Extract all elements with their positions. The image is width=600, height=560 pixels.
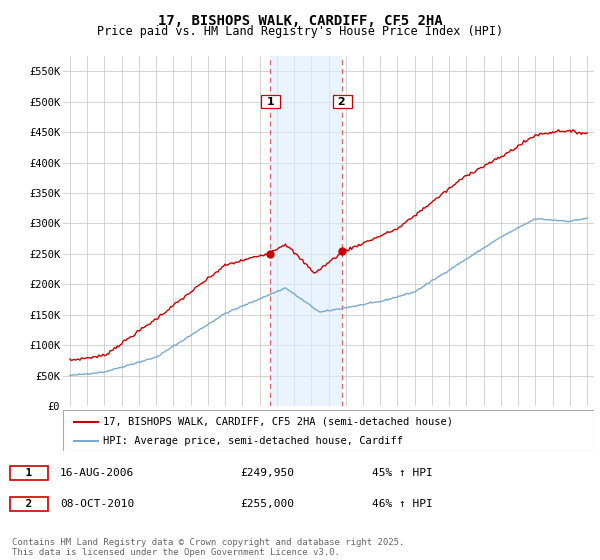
Text: £255,000: £255,000: [240, 499, 294, 509]
Text: £249,950: £249,950: [240, 468, 294, 478]
Text: HPI: Average price, semi-detached house, Cardiff: HPI: Average price, semi-detached house,…: [103, 436, 403, 446]
Text: 2: 2: [334, 97, 350, 106]
Text: 45% ↑ HPI: 45% ↑ HPI: [372, 468, 433, 478]
Text: 2: 2: [12, 499, 46, 509]
Text: 17, BISHOPS WALK, CARDIFF, CF5 2HA: 17, BISHOPS WALK, CARDIFF, CF5 2HA: [158, 14, 442, 28]
Text: 16-AUG-2006: 16-AUG-2006: [60, 468, 134, 478]
Text: Contains HM Land Registry data © Crown copyright and database right 2025.
This d: Contains HM Land Registry data © Crown c…: [12, 538, 404, 557]
Text: 17, BISHOPS WALK, CARDIFF, CF5 2HA (semi-detached house): 17, BISHOPS WALK, CARDIFF, CF5 2HA (semi…: [103, 417, 453, 427]
Text: 46% ↑ HPI: 46% ↑ HPI: [372, 499, 433, 509]
Text: 1: 1: [263, 97, 278, 106]
Text: 08-OCT-2010: 08-OCT-2010: [60, 499, 134, 509]
Text: Price paid vs. HM Land Registry's House Price Index (HPI): Price paid vs. HM Land Registry's House …: [97, 25, 503, 38]
Text: 1: 1: [12, 468, 46, 478]
Bar: [271, 56, 342, 406]
